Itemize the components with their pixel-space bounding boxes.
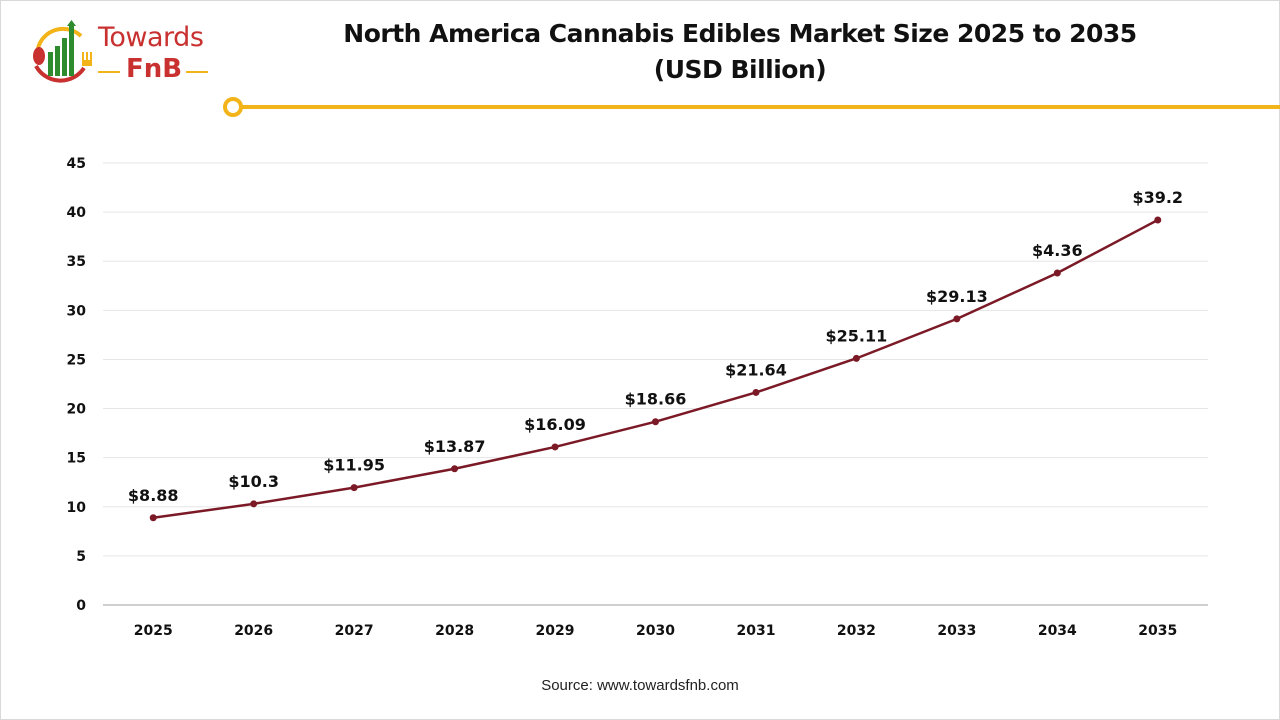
data-label: $25.11	[826, 326, 888, 345]
x-tick-label: 2026	[234, 623, 273, 639]
y-tick-label: 30	[67, 303, 87, 319]
y-tick-label: 35	[67, 254, 86, 270]
x-tick-label: 2034	[1038, 623, 1077, 639]
chart-title: North America Cannabis Edibles Market Si…	[290, 16, 1190, 88]
y-tick-label: 15	[67, 451, 86, 467]
y-tick-label: 40	[67, 205, 87, 221]
logo: Towards FnB	[26, 18, 216, 88]
x-tick-label: 2027	[335, 623, 374, 639]
data-label: $13.87	[424, 437, 486, 456]
data-point	[350, 484, 358, 492]
y-tick-label: 5	[76, 549, 86, 565]
data-point	[953, 315, 961, 323]
data-point	[852, 354, 860, 362]
logo-subtext: FnB	[126, 54, 183, 84]
x-tick-label: 2031	[736, 623, 775, 639]
x-tick-label: 2025	[134, 623, 173, 639]
title-line-2: (USD Billion)	[653, 55, 827, 84]
accent-circle	[223, 97, 243, 117]
data-point	[250, 500, 258, 508]
x-tick-label: 2029	[536, 623, 575, 639]
data-point	[652, 418, 659, 426]
series-line	[153, 218, 1159, 520]
data-label: $4.36	[1032, 241, 1083, 260]
data-point	[1154, 216, 1162, 224]
data-label: $11.95	[323, 456, 385, 475]
logo-icon	[33, 20, 92, 83]
x-tick-label: 2032	[837, 623, 876, 639]
data-label: $29.13	[926, 287, 988, 306]
data-label: $8.88	[128, 486, 179, 505]
data-label: $16.09	[524, 415, 586, 434]
y-tick-label: 20	[67, 402, 87, 418]
data-point	[752, 388, 760, 396]
y-tick-label: 0	[76, 598, 86, 614]
y-tick-label: 25	[67, 352, 86, 368]
x-tick-label: 2035	[1138, 623, 1177, 639]
data-label: $39.2	[1132, 188, 1183, 207]
data-point	[1053, 269, 1061, 277]
logo-text: Towards	[98, 22, 204, 53]
data-point	[451, 465, 459, 473]
title-line-1: North America Cannabis Edibles Market Si…	[343, 19, 1137, 48]
data-point	[551, 443, 559, 451]
y-tick-label: 10	[67, 500, 87, 516]
data-point	[149, 514, 157, 522]
x-tick-label: 2033	[937, 623, 976, 639]
source-note: Source: www.towardsfnb.com	[541, 677, 739, 694]
x-tick-label: 2030	[636, 623, 675, 639]
data-label: $10.3	[228, 472, 279, 491]
data-label: $18.66	[625, 390, 687, 409]
x-tick-label: 2028	[435, 623, 474, 639]
y-tick-label: 45	[67, 156, 86, 172]
data-label: $21.64	[725, 360, 787, 379]
